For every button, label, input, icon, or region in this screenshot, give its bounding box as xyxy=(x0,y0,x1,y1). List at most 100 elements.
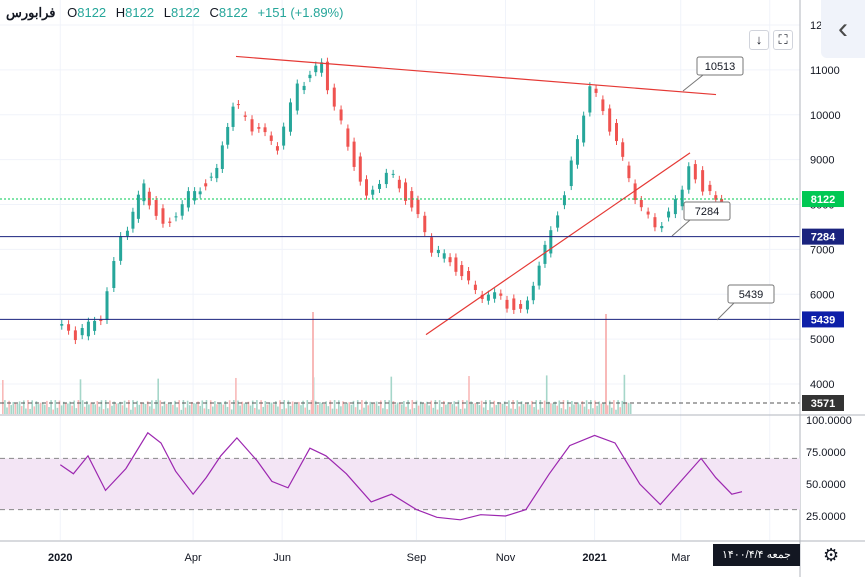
volume-bar xyxy=(377,405,380,414)
candle xyxy=(358,156,362,182)
candle xyxy=(404,182,408,201)
callout-label-5439: 5439 xyxy=(739,289,763,301)
volume-bar xyxy=(92,402,94,414)
volume-bar xyxy=(195,403,197,414)
volume-bar xyxy=(296,403,298,414)
volume-bar xyxy=(554,401,556,414)
y-tick-label: 10000 xyxy=(810,110,841,122)
volume-bar xyxy=(325,401,327,414)
volume-bar xyxy=(335,408,338,414)
volume-bar xyxy=(506,406,508,414)
candle xyxy=(204,183,208,187)
volume-bar xyxy=(25,408,27,414)
candle xyxy=(231,106,235,127)
volume-bar xyxy=(12,402,15,414)
candle xyxy=(575,139,579,165)
x-tick-label: Sep xyxy=(407,552,427,564)
candle xyxy=(226,126,230,145)
expand-icon[interactable]: ⛶ xyxy=(773,30,793,50)
volume-bar xyxy=(321,402,323,414)
volume-bar xyxy=(149,406,151,414)
volume-bar xyxy=(401,404,403,414)
volume-bar xyxy=(573,404,575,414)
x-tick-label: Jun xyxy=(273,552,291,564)
candle xyxy=(168,221,172,223)
volume-bar xyxy=(493,400,495,414)
volume-bar xyxy=(464,408,466,414)
volume-bar xyxy=(98,406,101,414)
volume-bar xyxy=(562,400,565,414)
volume-bar xyxy=(344,404,346,414)
candle xyxy=(198,191,202,195)
volume-bar xyxy=(220,402,222,414)
volume-bar xyxy=(226,406,229,414)
volume-bar xyxy=(304,407,306,414)
volume-bar xyxy=(317,404,319,414)
volume-bar xyxy=(346,402,348,414)
volume-bar xyxy=(482,407,485,414)
candle xyxy=(105,291,109,320)
arrow-down-icon[interactable]: ↓ xyxy=(749,30,769,50)
low-value: 8122 xyxy=(170,5,200,20)
candle xyxy=(371,189,375,195)
level-5439-label: 5439 xyxy=(811,314,835,326)
volume-bar xyxy=(209,400,212,414)
volume-bar xyxy=(508,400,510,414)
volume-bar xyxy=(413,408,416,414)
y-tick-label: 4000 xyxy=(810,379,834,391)
volume-bar xyxy=(501,403,504,414)
y-tick-label: 9000 xyxy=(810,155,834,167)
volume-bar xyxy=(348,402,351,414)
volume-bar xyxy=(371,403,374,414)
volume-bar xyxy=(249,405,252,414)
volume-bar xyxy=(512,400,514,414)
volume-bar xyxy=(151,400,153,414)
candle xyxy=(339,109,343,121)
volume-bar xyxy=(600,403,603,414)
candle xyxy=(430,237,434,253)
volume-bar xyxy=(407,400,409,414)
volume-bar xyxy=(459,408,462,414)
volume-bar xyxy=(216,404,218,414)
rsi-line xyxy=(59,431,743,521)
gear-icon[interactable]: ⚙ xyxy=(823,545,840,565)
volume-bar xyxy=(224,400,227,414)
volume-bar xyxy=(94,404,96,414)
volume-bar xyxy=(432,407,435,414)
volume-bar xyxy=(533,407,535,414)
volume-bar xyxy=(411,400,414,414)
volume-bar xyxy=(235,377,237,414)
candle xyxy=(639,199,643,208)
volume-bar xyxy=(382,408,384,414)
callout-leader xyxy=(682,74,704,92)
volume-bar xyxy=(329,400,332,414)
volume-bar xyxy=(81,400,84,414)
volume-bar xyxy=(510,408,512,414)
volume-bar xyxy=(285,408,288,414)
volume-bar xyxy=(130,409,132,414)
chevron-left-icon[interactable]: ‹ xyxy=(821,0,865,58)
volume-bar xyxy=(590,400,592,414)
volume-bar xyxy=(302,400,304,414)
volume-bar xyxy=(102,409,105,414)
volume-bar xyxy=(121,405,124,414)
volume-bar xyxy=(218,402,220,414)
candle xyxy=(720,198,724,204)
volume-bar xyxy=(222,404,225,414)
volume-bar xyxy=(472,403,474,414)
volume-bar xyxy=(193,403,195,414)
volume-bar xyxy=(575,402,577,414)
volume-bar xyxy=(388,400,390,414)
volume-bar xyxy=(522,404,525,414)
volume-bar xyxy=(256,400,258,414)
candle xyxy=(288,102,292,132)
candle xyxy=(693,164,697,180)
volume-bar xyxy=(566,400,569,414)
volume-bar xyxy=(287,400,290,414)
volume-bar xyxy=(75,408,78,414)
volume-badge xyxy=(802,395,844,411)
volume-bar xyxy=(205,400,208,414)
volume-bar xyxy=(453,401,456,414)
volume-bar xyxy=(174,400,176,414)
